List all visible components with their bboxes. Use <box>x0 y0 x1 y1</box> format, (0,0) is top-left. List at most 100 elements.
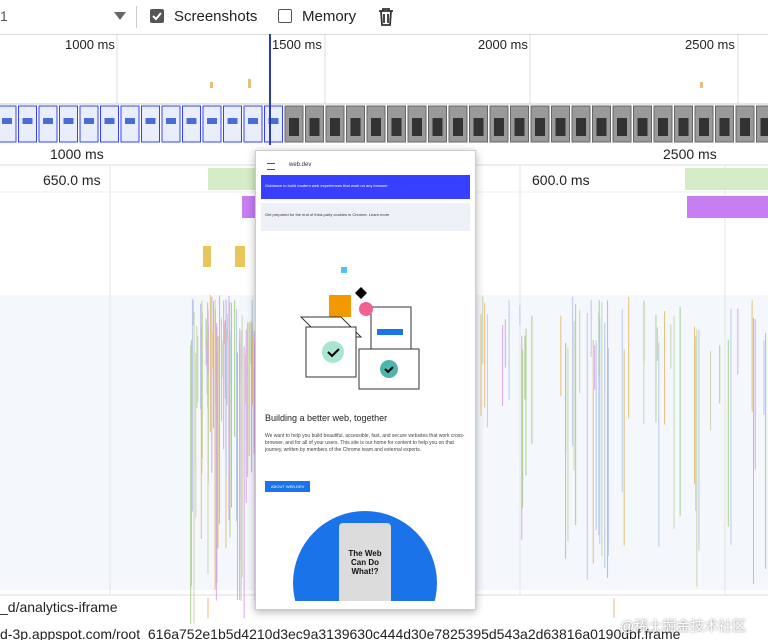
trace-event <box>217 336 219 548</box>
overview-tick: 1500 ms <box>272 37 322 52</box>
trace-event <box>236 308 238 522</box>
filmstrip-detail <box>391 118 402 136</box>
separator <box>136 6 137 28</box>
page-screenshot: web.dev Guidance to build modern web exp… <box>261 157 470 601</box>
filmstrip-detail <box>658 118 668 136</box>
trace-event <box>696 329 698 587</box>
trace-event <box>241 315 243 578</box>
screenshot-popup: web.dev Guidance to build modern web exp… <box>255 150 476 610</box>
memory-label[interactable]: Memory <box>302 8 357 25</box>
trace-event <box>223 300 225 450</box>
interaction-bar <box>687 196 768 218</box>
trace-event <box>525 328 527 476</box>
trace-event <box>211 331 213 369</box>
screenshots-label[interactable]: Screenshots <box>174 8 258 25</box>
filmstrip-detail <box>63 118 74 124</box>
trace-event <box>621 308 623 493</box>
trace-event <box>519 304 521 326</box>
trace-event <box>195 353 197 518</box>
trace-event <box>191 298 193 512</box>
filmstrip-detail <box>248 118 258 124</box>
trace-event <box>664 311 666 425</box>
filmstrip-detail <box>350 118 361 136</box>
trace-event <box>480 313 482 416</box>
trace-event <box>190 345 192 625</box>
notice-box <box>261 203 470 231</box>
trace-event <box>201 300 203 474</box>
trace-event <box>560 315 562 396</box>
frame-duration: 650.0 ms <box>43 172 101 188</box>
trace-event <box>753 317 755 584</box>
filmstrip-detail <box>617 118 627 136</box>
trace-event <box>524 335 526 400</box>
trace-event <box>765 333 767 569</box>
trace-event <box>486 314 488 428</box>
paragraph: We want to help you build beautiful, acc… <box>265 433 465 453</box>
trace-event <box>673 316 675 529</box>
trace-event <box>579 309 581 394</box>
overview-activity <box>210 82 213 88</box>
trace-event <box>594 345 596 390</box>
trace-event <box>216 327 218 583</box>
trace-event <box>207 313 209 574</box>
filmstrip-detail <box>637 118 648 136</box>
dropdown-arrow[interactable] <box>114 12 126 20</box>
trace-event <box>719 345 721 404</box>
filmstrip-detail <box>719 118 730 136</box>
overview-activity <box>248 79 251 88</box>
filmstrip-detail <box>125 118 135 124</box>
overview-tick: 1000 ms <box>65 37 115 52</box>
filmstrip-detail <box>227 118 238 124</box>
filmstrip-detail <box>22 118 33 124</box>
filmstrip-detail <box>596 118 607 136</box>
trace-event <box>502 324 504 407</box>
profile-select[interactable]: 1 <box>0 8 8 24</box>
trace-event <box>727 339 729 527</box>
trace-event <box>248 322 250 457</box>
trace-event <box>221 352 223 422</box>
trace-event <box>573 321 575 471</box>
filmstrip-detail <box>2 118 12 124</box>
trace-event <box>575 304 577 526</box>
overview-tick: 2500 ms <box>685 37 735 52</box>
trace-event <box>209 295 211 433</box>
trace-event <box>234 300 236 437</box>
overview-tick: 2000 ms <box>478 37 528 52</box>
trace-event <box>598 300 600 375</box>
trace-event <box>604 322 606 568</box>
trace-event <box>484 302 486 408</box>
trace-event <box>607 347 609 556</box>
overview-activity <box>700 82 703 88</box>
interaction-bar <box>242 196 255 218</box>
hero-card-text: The Web Can Do What!? <box>348 549 382 576</box>
trace-event <box>228 296 230 521</box>
trace-event <box>710 350 712 431</box>
trace-event <box>230 302 232 508</box>
toolbar: 1 Screenshots Memory <box>0 0 768 35</box>
filmstrip-detail <box>166 118 176 124</box>
trace-event <box>656 327 658 362</box>
trace-event <box>599 318 601 544</box>
trace-event <box>628 297 630 419</box>
trace-event <box>679 307 681 517</box>
trace-event <box>205 318 207 347</box>
trace-event <box>192 299 194 326</box>
trace-event <box>590 300 592 358</box>
trace-event <box>200 303 202 410</box>
trash-icon[interactable] <box>377 7 395 27</box>
trace-event <box>245 354 247 405</box>
filmstrip-detail <box>494 118 504 136</box>
trace-event <box>482 296 484 364</box>
trace-event <box>250 321 252 364</box>
memory-checkbox[interactable] <box>278 9 292 23</box>
filmstrip-detail <box>699 118 709 136</box>
trace-event <box>521 335 523 540</box>
task-bar <box>203 246 211 267</box>
filmstrip-detail <box>289 118 299 136</box>
trace-event <box>522 349 524 508</box>
screenshots-checkbox[interactable] <box>150 9 164 23</box>
menu-icon <box>267 163 275 170</box>
trace-event <box>572 296 574 446</box>
trace-event <box>751 300 753 413</box>
